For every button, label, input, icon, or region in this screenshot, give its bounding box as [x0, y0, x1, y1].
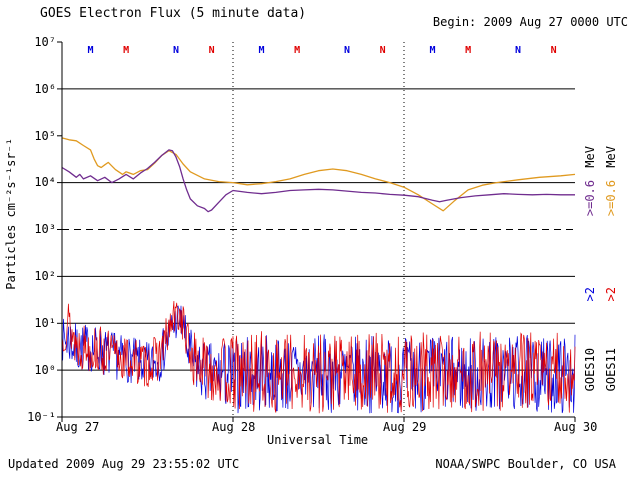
y-axis-label: Particles cm⁻²s⁻¹sr⁻¹	[4, 138, 18, 290]
y-tick-label: 10²	[34, 269, 56, 283]
begin-timestamp: Begin: 2009 Aug 27 0000 UTC	[432, 15, 628, 29]
y-tick-label: 10⁴	[34, 175, 56, 189]
legend-goes10-e06: >=0.6	[583, 180, 597, 217]
legend-goes11-e2: >2	[604, 287, 618, 302]
legend-goes10-unit: MeV	[583, 146, 597, 168]
y-tick-label: 10⁰	[34, 363, 56, 377]
satellite-marker: M	[87, 45, 93, 56]
satellite-marker: N	[173, 45, 179, 56]
trace-goes10-2-mev	[61, 305, 576, 414]
satellite-marker: N	[515, 45, 521, 56]
satellite-marker: M	[465, 45, 471, 56]
legend-goes10-e2: >2	[583, 287, 597, 302]
y-tick-label: 10³	[34, 222, 56, 236]
y-tick-label: 10¹	[34, 316, 56, 330]
x-tick-label: Aug 29	[383, 420, 427, 434]
y-tick-label: 10⁵	[34, 129, 56, 143]
satellite-marker: M	[258, 45, 264, 56]
satellite-marker: N	[344, 45, 350, 56]
chart-title: GOES Electron Flux (5 minute data)	[40, 6, 307, 21]
x-tick-label: Aug 27	[56, 420, 100, 434]
satellite-marker: M	[429, 45, 435, 56]
legend-goes11-unit: MeV	[604, 146, 618, 168]
trace-goes10-0-6-mev	[61, 149, 575, 213]
trace-goes11-0-6-mev	[61, 137, 576, 212]
y-tick-label: 10⁻¹	[27, 410, 56, 424]
source-attribution: NOAA/SWPC Boulder, CO USA	[435, 457, 616, 471]
updated-timestamp: Updated 2009 Aug 29 23:55:02 UTC	[8, 457, 240, 471]
satellite-marker: N	[209, 45, 215, 56]
satellite-marker: N	[551, 45, 557, 56]
legend-goes10-name: GOES10	[583, 348, 597, 392]
x-tick-label: Aug 28	[212, 420, 256, 434]
legend-goes11-e06: >=0.6	[604, 180, 618, 217]
x-tick-label: Aug 30	[554, 420, 598, 434]
x-axis-label: Universal Time	[267, 433, 369, 447]
satellite-marker: M	[123, 45, 129, 56]
legend-goes11-name: GOES11	[604, 348, 618, 392]
satellite-marker: N	[380, 45, 386, 56]
trace-goes11-2-mev	[61, 300, 576, 414]
y-tick-label: 10⁷	[34, 35, 56, 49]
y-tick-label: 10⁶	[34, 82, 56, 96]
satellite-marker: M	[294, 45, 300, 56]
